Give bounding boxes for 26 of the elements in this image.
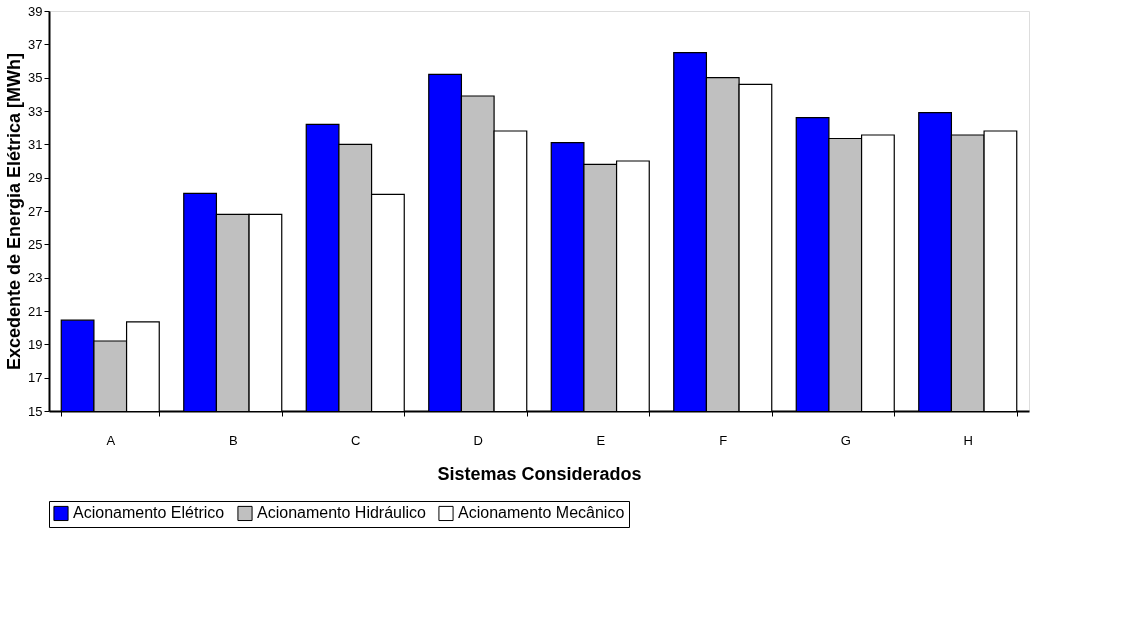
y-tick-label: 39 [28,3,43,19]
legend-label: Acionamento Mecânico [458,504,625,522]
y-tick-label: 17 [28,370,43,386]
x-axis-title: Sistemas Considerados [437,463,642,484]
x-tick-label: H [963,432,973,448]
y-tick-label: 35 [28,70,43,86]
y-tick-label: 19 [28,336,43,352]
y-tick-label: 15 [28,403,43,419]
x-tick-label: C [351,432,361,448]
x-tick-label: D [473,432,483,448]
legend-label: Acionamento Elétrico [73,504,225,522]
x-tick-label: E [596,432,606,448]
x-tick-label: B [228,432,238,448]
y-tick-label: 21 [28,303,43,319]
y-axis-title: Excedente de Energia Elétrica [MWh] [4,52,25,371]
y-tick-label: 33 [28,103,43,119]
x-tick-label: A [106,432,116,448]
y-tick-label: 25 [28,236,43,252]
y-tick-label: 29 [28,170,43,186]
y-tick-label: 23 [28,270,43,286]
y-tick-label: 37 [28,36,43,52]
y-tick-label: 27 [28,203,43,219]
x-tick-label: F [719,432,728,448]
x-tick-label: G [840,432,851,448]
legend-label: Acionamento Hidráulico [257,504,427,522]
y-tick-label: 31 [28,136,43,152]
